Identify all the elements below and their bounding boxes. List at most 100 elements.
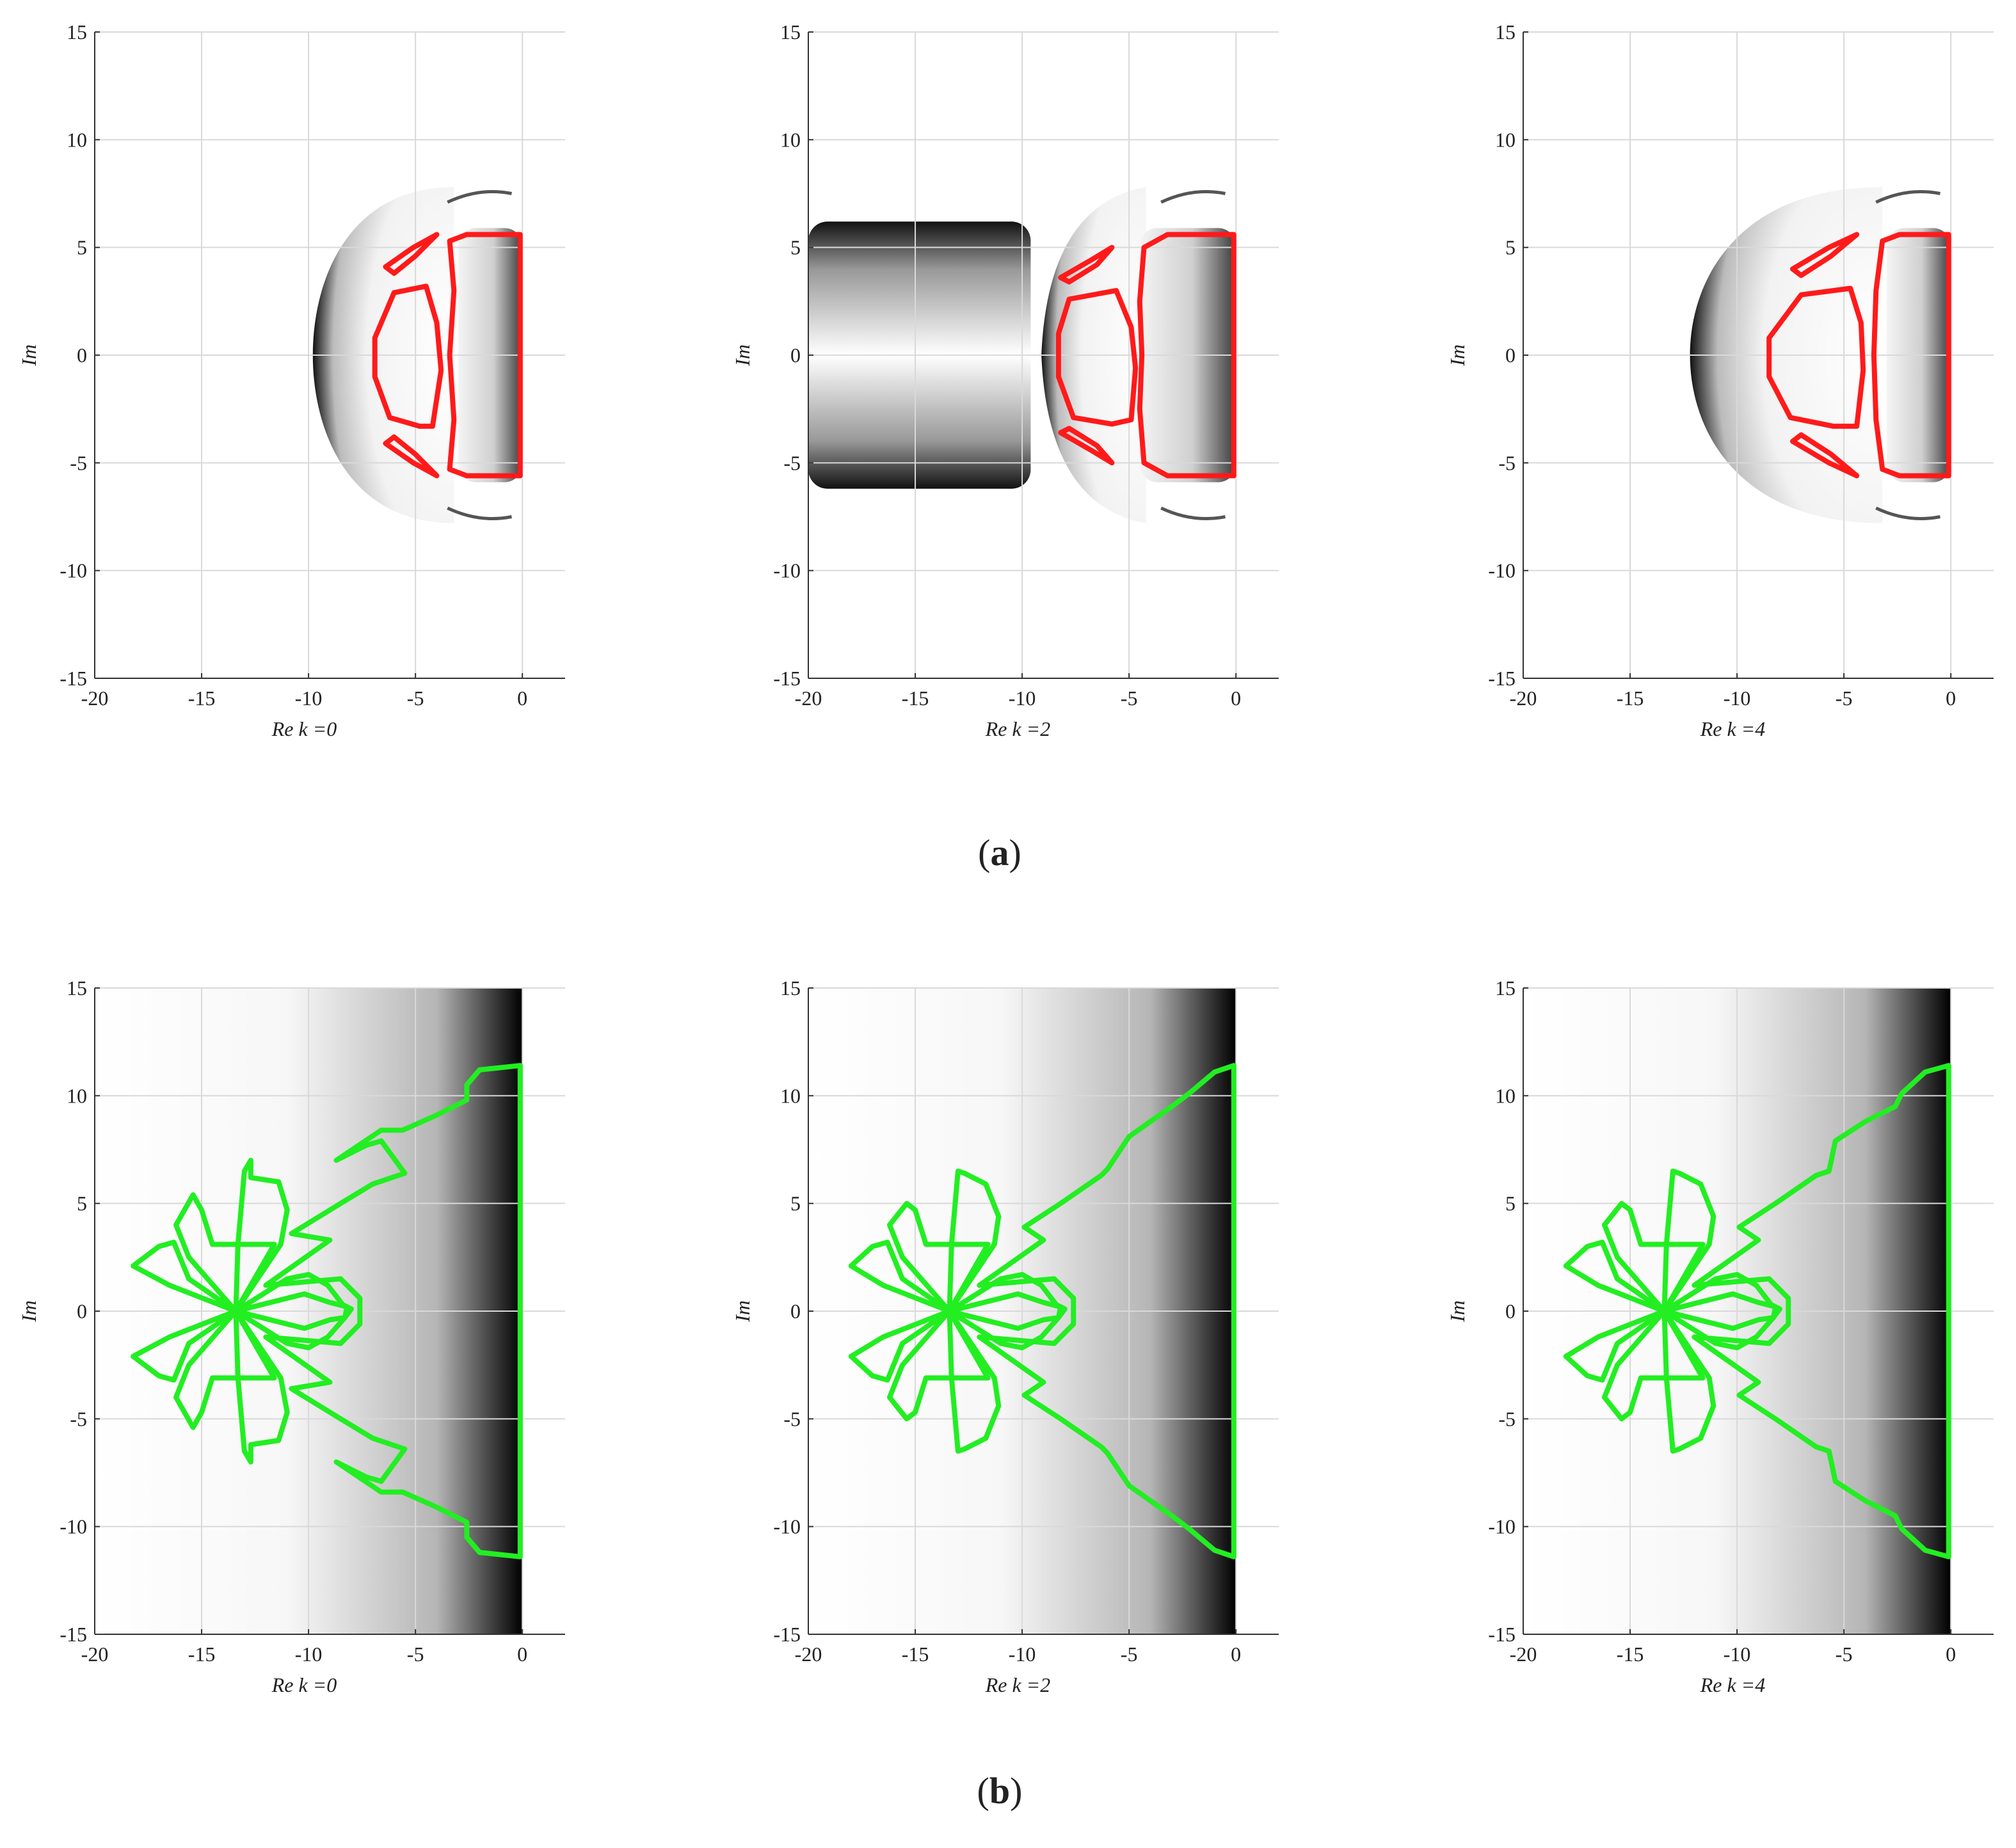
contour-series-1 xyxy=(947,1271,1068,1351)
y-tick-label: -15 xyxy=(773,1623,801,1646)
y-tick-label: -5 xyxy=(70,1407,87,1430)
x-axis-label: Re k =2 xyxy=(985,717,1051,740)
y-tick-label: -10 xyxy=(1488,559,1516,582)
x-tick-label: -20 xyxy=(81,687,109,710)
y-tick-label: 5 xyxy=(790,1192,801,1215)
y-tick-label: -10 xyxy=(1488,1515,1516,1538)
y-tick-label: 10 xyxy=(67,128,87,151)
contour-series-4 xyxy=(947,1309,1002,1454)
y-tick-label: 10 xyxy=(1495,128,1516,151)
y-tick-label: 0 xyxy=(1505,1300,1516,1323)
x-tick-label: -10 xyxy=(1009,1643,1036,1666)
row-a-paren-open: ( xyxy=(978,832,990,873)
contour-series-2 xyxy=(233,1291,350,1331)
y-tick-label: 0 xyxy=(1505,344,1516,367)
contour-series-1 xyxy=(1661,1271,1782,1351)
y-tick-label: 0 xyxy=(790,344,801,367)
y-tick-label: 15 xyxy=(780,20,801,44)
contour-series-1 xyxy=(1766,285,1866,429)
x-tick-label: -5 xyxy=(1121,687,1138,710)
y-tick-label: -10 xyxy=(60,1515,87,1538)
x-tick-label: 0 xyxy=(1231,1643,1241,1666)
x-tick-label: 0 xyxy=(517,687,527,710)
x-tick-label: -5 xyxy=(1836,687,1853,710)
contour-series-7 xyxy=(1563,1239,1667,1314)
y-axis-label: Im xyxy=(17,1300,40,1323)
y-axis-label: Im xyxy=(731,1300,754,1323)
y-tick-label: 10 xyxy=(780,128,801,151)
side-arc-top xyxy=(447,189,512,204)
x-tick-label: -15 xyxy=(1617,1643,1644,1666)
side-arc-bottom xyxy=(1875,506,1940,521)
y-tick-label: 5 xyxy=(790,236,801,259)
x-tick-label: -10 xyxy=(1724,1643,1751,1666)
y-tick-label: -15 xyxy=(1488,1623,1516,1646)
contour-series-0 xyxy=(447,232,523,479)
y-tick-label: -15 xyxy=(773,667,801,690)
contour-series-6 xyxy=(1602,1309,1706,1422)
x-tick-label: -15 xyxy=(902,687,929,710)
x-tick-label: -5 xyxy=(407,1643,424,1666)
contour-series-1 xyxy=(1055,288,1139,427)
y-tick-label: -5 xyxy=(783,1407,801,1430)
contour-series-0 xyxy=(1692,1063,1951,1559)
contour-series-3 xyxy=(1058,426,1115,466)
row-a-paren-close: ) xyxy=(1009,832,1021,873)
x-tick-label: -15 xyxy=(902,1643,929,1666)
contour-series-5 xyxy=(887,1200,991,1314)
y-tick-label: 15 xyxy=(1495,976,1516,1000)
x-axis-label: Re k =0 xyxy=(271,1673,337,1696)
contour-series-8 xyxy=(848,1309,952,1383)
y-tick-label: -5 xyxy=(783,451,801,474)
y-tick-label: -10 xyxy=(773,1515,801,1538)
row-b-label: (b) xyxy=(977,1770,1023,1812)
y-tick-label: -10 xyxy=(773,559,801,582)
y-tick-label: 0 xyxy=(77,344,87,367)
contour-series-2 xyxy=(1790,232,1860,278)
contour-series-2 xyxy=(1058,244,1115,285)
contour-series-3 xyxy=(383,434,440,479)
contour-series-1 xyxy=(233,1271,354,1351)
contour-series-5 xyxy=(1602,1200,1706,1314)
contour-series-1 xyxy=(372,283,444,429)
x-tick-label: -5 xyxy=(1121,1643,1138,1666)
x-tick-label: -15 xyxy=(188,1643,216,1666)
row-b-paren-close: ) xyxy=(1010,1770,1022,1812)
y-tick-label: -15 xyxy=(1488,667,1516,690)
row-a-letter: a xyxy=(991,832,1009,873)
row-b-paren-open: ( xyxy=(977,1770,989,1812)
contour-series-6 xyxy=(887,1309,991,1422)
side-arc-top xyxy=(1160,189,1226,204)
y-tick-label: -5 xyxy=(1498,1407,1516,1430)
y-tick-label: -15 xyxy=(60,667,87,690)
contour-series-3 xyxy=(1661,1168,1716,1314)
y-tick-label: -5 xyxy=(70,451,87,474)
y-tick-label: 5 xyxy=(1505,1192,1516,1215)
x-axis-label: Re k =4 xyxy=(1700,1673,1766,1696)
side-arc-bottom xyxy=(447,506,512,521)
y-tick-label: 5 xyxy=(77,1192,87,1215)
y-tick-label: 15 xyxy=(780,976,801,1000)
contour-series-2 xyxy=(383,232,440,276)
side-arc-bottom xyxy=(1160,506,1226,521)
x-tick-label: -20 xyxy=(81,1643,109,1666)
contour-series-6 xyxy=(173,1309,277,1430)
contour-series-5 xyxy=(173,1192,277,1314)
x-tick-label: 0 xyxy=(1946,1643,1956,1666)
y-tick-label: 15 xyxy=(1495,20,1516,44)
y-tick-label: 0 xyxy=(790,1300,801,1323)
x-tick-label: 0 xyxy=(517,1643,527,1666)
row-b-letter: b xyxy=(989,1770,1010,1812)
y-tick-label: -15 xyxy=(60,1623,87,1646)
y-tick-label: 5 xyxy=(1505,236,1516,259)
x-tick-label: -10 xyxy=(1009,687,1036,710)
contour-series-2 xyxy=(1661,1291,1779,1331)
x-axis-label: Re k =2 xyxy=(985,1673,1051,1696)
